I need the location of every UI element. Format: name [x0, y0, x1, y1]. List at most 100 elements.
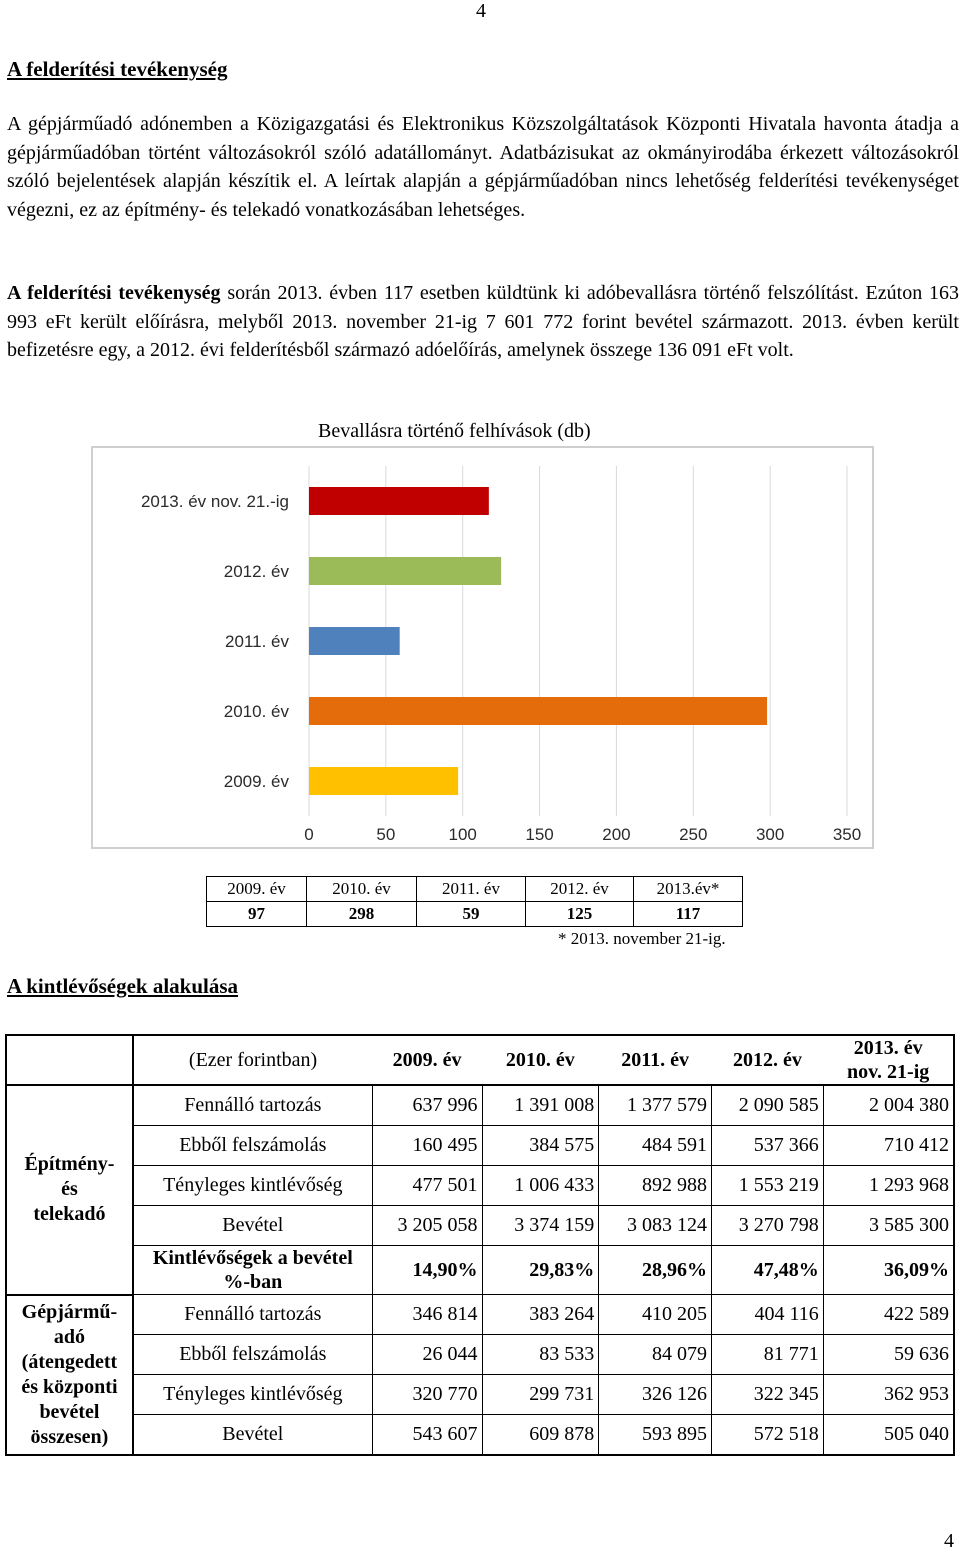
paragraph-gepjarmuado: A gépjárműadó adónemben a Közigazgatási …	[7, 110, 959, 224]
value-cell: 543 607	[371, 1414, 483, 1456]
value-cell: 125	[525, 901, 634, 927]
value-cell: 298	[306, 901, 417, 927]
value-cell: 892 988	[598, 1165, 713, 1206]
paragraph-1-text: A gépjárműadó adónemben a Közigazgatási …	[7, 113, 959, 221]
value-cell: 326 126	[598, 1374, 713, 1415]
row-label: Bevétel	[132, 1414, 373, 1456]
value-cell: 1 553 219	[711, 1165, 824, 1206]
year-header: 2012. év	[732, 1048, 802, 1071]
page-number-bottom: 4	[944, 1530, 954, 1552]
row-label: Ebből felszámolás	[132, 1334, 373, 1375]
table-row: Tényleges kintlévőség 477 501 1 006 433 …	[6, 1165, 955, 1206]
year-header-2013: 2013. év nov. 21-ig	[823, 1035, 955, 1085]
paragraph-felderites-eredmeny: A felderítési tevékenység során 2013. év…	[7, 279, 959, 365]
value-cell: 710 412	[822, 1125, 955, 1166]
x-tick-label: 100	[449, 825, 477, 844]
table-row: Bevétel 543 607 609 878 593 895 572 518 …	[6, 1414, 955, 1456]
table-row: Tényleges kintlévőség 320 770 299 731 32…	[6, 1374, 955, 1415]
value-cell: 3 585 300	[822, 1205, 955, 1246]
group2-line1: Gépjármű-	[21, 1300, 118, 1323]
year-header-2013-line1: 2013. év	[853, 1037, 923, 1059]
table-header-row: (Ezer forintban) 2009. év 2010. év 2011.…	[5, 1035, 955, 1086]
y-category-label: 2013. év nov. 21.-ig	[141, 492, 289, 511]
group2-line6: összesen)	[30, 1425, 109, 1448]
header-cell: 2011. év	[416, 876, 526, 902]
bar	[309, 627, 400, 655]
row-label-percent: Kintlévőségek a bevétel %-ban	[132, 1245, 373, 1295]
value-cell: 572 518	[711, 1414, 824, 1456]
paragraph-2-text: során 2013. évben 117 esetben küldtünk k…	[7, 282, 959, 361]
value-cell: 59 636	[822, 1334, 955, 1375]
value-cell: 1 391 008	[481, 1084, 600, 1126]
group1-line2: és	[61, 1178, 78, 1201]
group-label-epitmeny: Építmény- és telekadó	[5, 1085, 134, 1296]
value-cell: 404 116	[711, 1294, 824, 1335]
value-cell: 83 533	[481, 1334, 600, 1375]
bar	[309, 767, 459, 795]
year-header: 2010. év	[505, 1048, 575, 1071]
paragraph-2-bold: A felderítési tevékenység	[7, 282, 221, 304]
percent-cell: 28,96%	[598, 1245, 713, 1295]
value-cell: 97	[206, 901, 307, 927]
value-cell: 484 591	[598, 1125, 713, 1166]
value-cell: 26 044	[371, 1334, 483, 1375]
x-tick-label: 250	[679, 825, 707, 844]
year-header: 2011. év	[621, 1048, 690, 1071]
value-cell: 320 770	[371, 1374, 483, 1415]
percent-cell: 29,83%	[481, 1245, 600, 1295]
x-tick-label: 200	[602, 825, 630, 844]
header-cell: 2012. év	[525, 876, 634, 902]
value-cell: 3 083 124	[598, 1205, 713, 1246]
table-row: Ebből felszámolás 26 044 83 533 84 079 8…	[6, 1334, 955, 1375]
value-cell: 362 953	[822, 1374, 955, 1415]
group2-line4: és központi	[21, 1375, 118, 1398]
value-cell: 2 004 380	[822, 1084, 955, 1126]
page-number-top: 4	[476, 0, 486, 22]
value-cell: 477 501	[371, 1165, 483, 1206]
group1-line3: telekadó	[33, 1203, 106, 1226]
bar	[309, 487, 489, 515]
group2-line3: (átengedett	[21, 1350, 118, 1373]
group2-line5: bevétel	[39, 1400, 100, 1423]
pct-label-line1: Kintlévőségek a bevétel	[152, 1247, 353, 1269]
group-label-gepjarmuado: Gépjármű- adó (átengedett és központi be…	[5, 1294, 134, 1456]
percent-cell: 14,90%	[371, 1245, 483, 1295]
group2-line2: adó	[53, 1325, 85, 1348]
row-label: Tényleges kintlévőség	[132, 1165, 373, 1206]
value-cell: 383 264	[481, 1294, 600, 1335]
table-row-percent: Kintlévőségek a bevétel %-ban 14,90% 29,8…	[6, 1245, 955, 1295]
felhivasok-header-row: 2009. év 2010. év 2011. év 2012. év 2013…	[206, 876, 743, 902]
value-cell: 2 090 585	[711, 1084, 824, 1126]
percent-cell: 36,09%	[822, 1245, 955, 1295]
value-cell: 322 345	[711, 1374, 824, 1415]
year-header-2013-line2: nov. 21-ig	[847, 1061, 930, 1083]
y-category-label: 2011. év	[225, 632, 289, 651]
value-cell: 346 814	[371, 1294, 483, 1335]
value-cell: 609 878	[481, 1414, 600, 1456]
value-cell: 59	[416, 901, 526, 927]
section-title-kintlevosegek: A kintlévőségek alakulása	[7, 974, 239, 998]
y-category-label: 2009. év	[224, 772, 290, 791]
value-cell: 3 270 798	[711, 1205, 824, 1246]
value-cell: 1 293 968	[822, 1165, 955, 1206]
bar-chart: 0 50 100 150 200 250 300 350 2013. év nov. 21.-i…	[141, 466, 861, 844]
value-cell: 593 895	[598, 1414, 713, 1456]
header-cell: 2013.év*	[633, 876, 743, 902]
row-label: Fennálló tartozás	[132, 1294, 373, 1335]
felhivasok-value-row: 97 298 59 125 117	[206, 901, 743, 927]
value-cell: 505 040	[822, 1414, 955, 1456]
empty-corner-cell	[5, 1035, 134, 1086]
unit-label: (Ezer forintban)	[188, 1048, 318, 1071]
value-cell: 537 366	[711, 1125, 824, 1166]
value-cell: 3 205 058	[371, 1205, 483, 1246]
value-cell: 1 006 433	[481, 1165, 600, 1206]
row-label: Fennálló tartozás	[132, 1085, 373, 1126]
x-tick-label: 150	[525, 825, 553, 844]
bar-chart-panel: 0 50 100 150 200 250 300 350 2013. év nov. 21.-i…	[91, 446, 874, 849]
value-cell: 84 079	[598, 1334, 713, 1375]
x-tick-label: 350	[833, 825, 861, 844]
value-cell: 422 589	[822, 1294, 955, 1335]
value-cell: 410 205	[598, 1294, 713, 1335]
x-tick-label: 300	[756, 825, 784, 844]
table-row: Építmény- és telekadó Fennálló tartozás …	[5, 1084, 955, 1296]
